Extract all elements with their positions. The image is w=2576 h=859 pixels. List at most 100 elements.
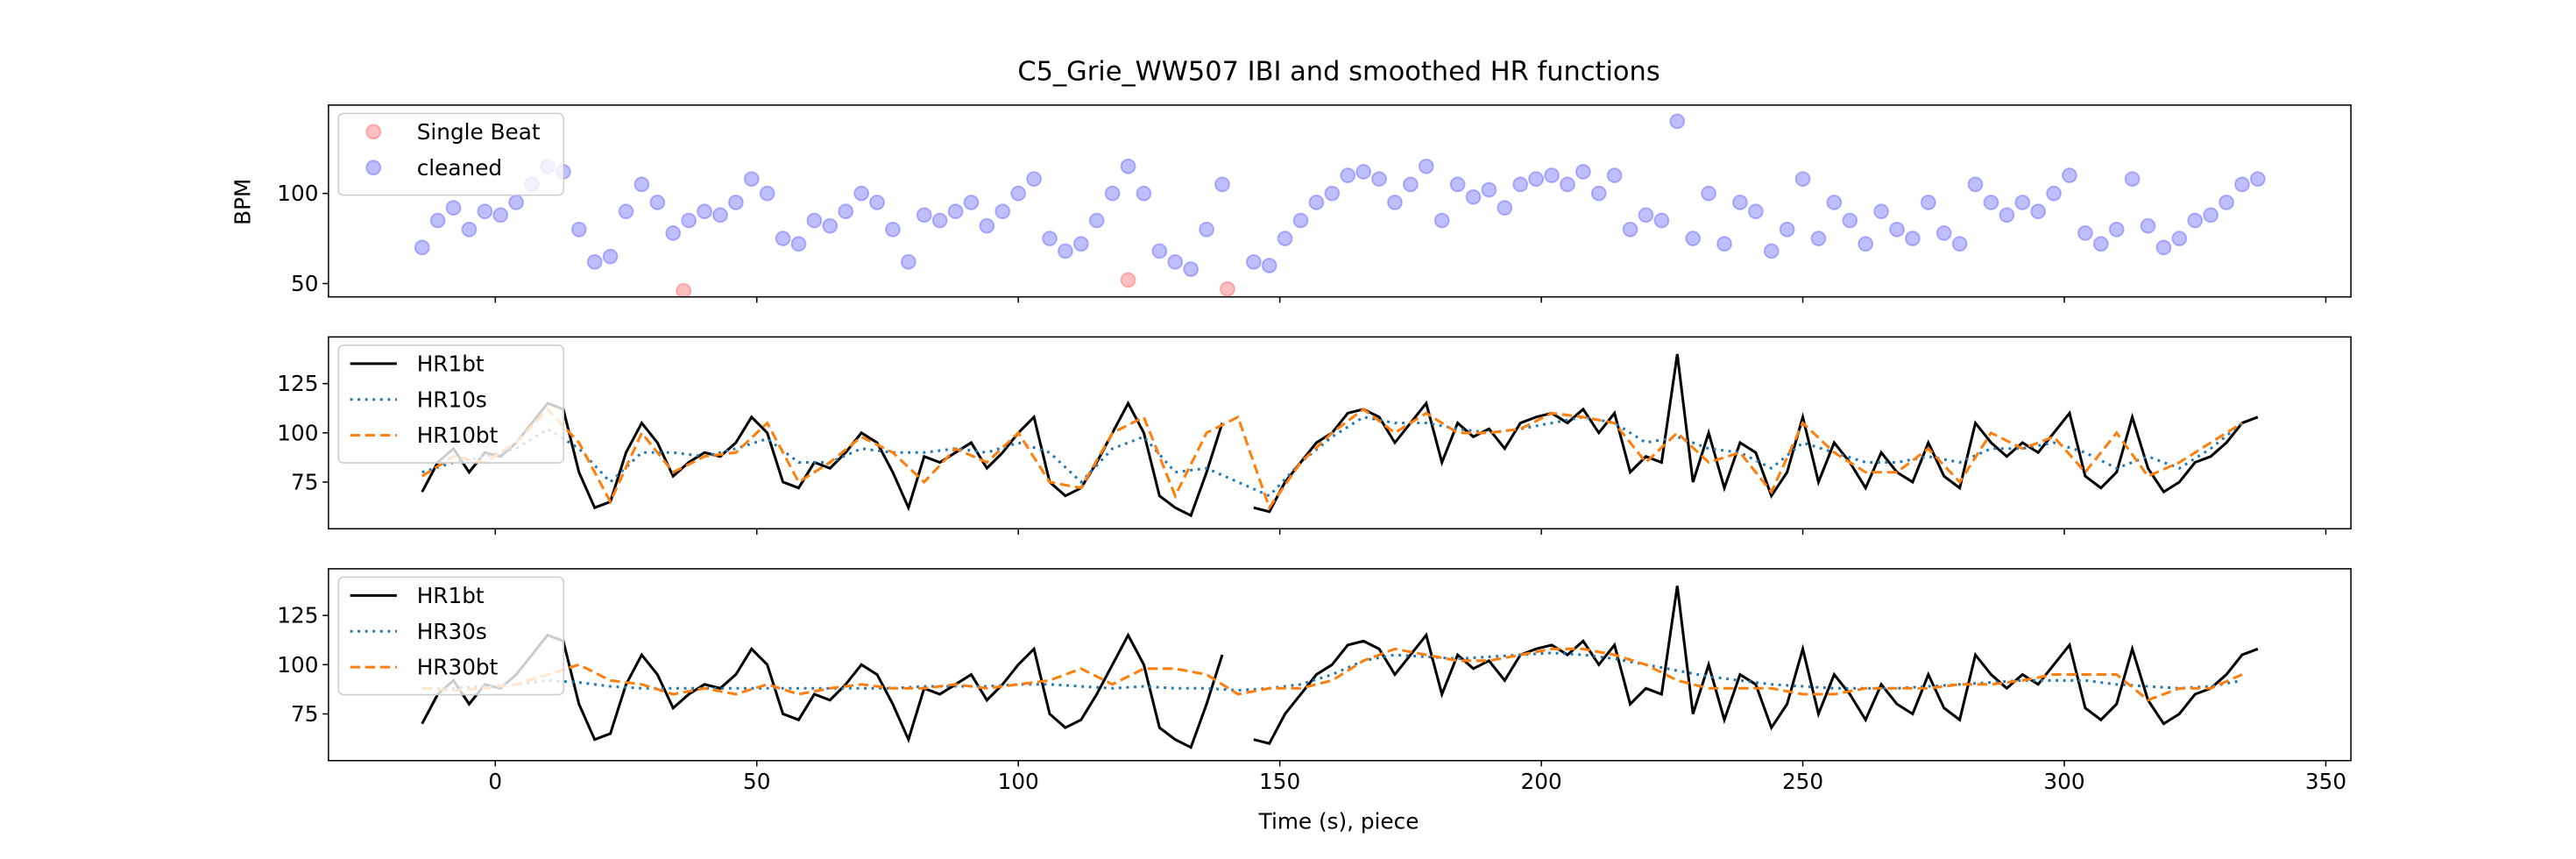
scatter-point [2203,207,2219,224]
scatter-point [1433,212,1450,229]
scatter-point [1072,236,1089,252]
scatter-point [1559,176,1575,193]
legend-box [337,344,564,464]
axes-frame [328,568,2352,762]
scatter-point [445,200,462,217]
scatter-point [2092,236,2109,252]
scatter-point [916,207,932,224]
scatter-point [853,185,870,202]
scatter-point [477,203,493,220]
scatter-point [1057,243,1073,259]
scatter-point [1967,176,1984,193]
scatter-point [1340,167,1356,184]
scatter-point [759,185,775,202]
legend-marker [365,124,382,140]
x-tick-label: 150 [1259,769,1300,794]
scatter-point [665,224,682,241]
scatter-point [1731,195,1748,210]
scatter-point [1842,212,1858,229]
scatter-point [2124,171,2141,188]
scatter-point [1418,158,1434,174]
scatter-point [727,195,744,210]
legend-label: HR1bt [417,583,485,608]
scatter-point [743,171,760,188]
scatter-point [1120,158,1136,174]
y-tick-label: 75 [291,701,318,727]
scatter-point [994,203,1011,220]
legend-marker [365,160,382,176]
scatter-point [2219,195,2234,210]
scatter-point [1999,207,2015,224]
scatter-point [1481,181,1497,198]
scatter-point [681,212,697,229]
scatter-point [2046,185,2063,202]
scatter-point [2187,212,2204,229]
scatter-point [1810,231,1827,247]
scatter-point [1873,203,1890,220]
scatter-point [1465,188,1482,205]
plot-area [414,113,2266,297]
scatter-point [1214,176,1230,193]
scatter-point [508,195,525,210]
legend-box [337,112,564,196]
legend-label: HR10bt [417,422,499,448]
scatter-point [1449,176,1466,193]
scatter-point [1889,221,1905,238]
y-tick-label: 125 [277,603,318,628]
legend-label: Single Beat [417,119,541,145]
scatter-point [1199,221,1215,238]
scatter-point [2030,203,2047,220]
legend-label: HR30s [417,619,487,644]
scatter-point [618,203,634,220]
scatter-point [1590,185,1607,202]
scatter-point [1638,207,1654,224]
legend-label: HR1bt [417,351,485,376]
scatter-point [1136,185,1152,202]
scatter-point [712,207,728,224]
scatter-point [633,176,650,193]
scatter-point [492,207,509,224]
scatter-point [775,231,791,247]
scatter-point [2062,167,2077,184]
scatter-point [1779,221,1795,238]
scatter-point [1277,231,1293,247]
scatter-point [1026,171,1043,188]
scatter-point [1763,243,1780,259]
scatter-point [2140,217,2156,234]
scatter-point [1544,167,1560,184]
y-tick-label: 100 [277,181,318,206]
scatter-point [1220,280,1235,297]
scatter-point [1120,272,1136,288]
scatter-point [1936,224,1952,241]
x-tick-label: 350 [2305,769,2346,794]
scatter-point [1904,231,1921,247]
scatter-point [869,195,885,210]
scatter-point [1951,236,1968,252]
scatter-point [1512,176,1529,193]
scatter-point [1308,195,1325,210]
scatter-point [1716,236,1732,252]
scatter-point [2077,224,2093,241]
y-tick-label: 50 [291,271,318,296]
legend-label: HR10s [417,387,487,412]
legend-label: cleaned [417,155,502,181]
scatter-point [1669,113,1686,130]
scatter-point [1292,212,1309,229]
scatter-point [1701,185,1717,202]
axes-frame [328,336,2352,529]
scatter-point [2249,171,2266,188]
scatter-point [1747,203,1764,220]
scatter-point [1858,236,1874,252]
x-tick-label: 300 [2043,769,2084,794]
scatter-point [676,282,692,297]
x-tick-label: 200 [1521,769,1562,794]
scatter-point [1104,185,1121,202]
scatter-point [1042,231,1058,247]
scatter-point [1151,243,1168,259]
y-tick-label: 100 [277,420,318,445]
x-axis-label: Time (s), piece [1258,809,1419,834]
scatter-point [1324,185,1341,202]
scatter-point [1402,176,1419,193]
scatter-point [931,212,948,229]
